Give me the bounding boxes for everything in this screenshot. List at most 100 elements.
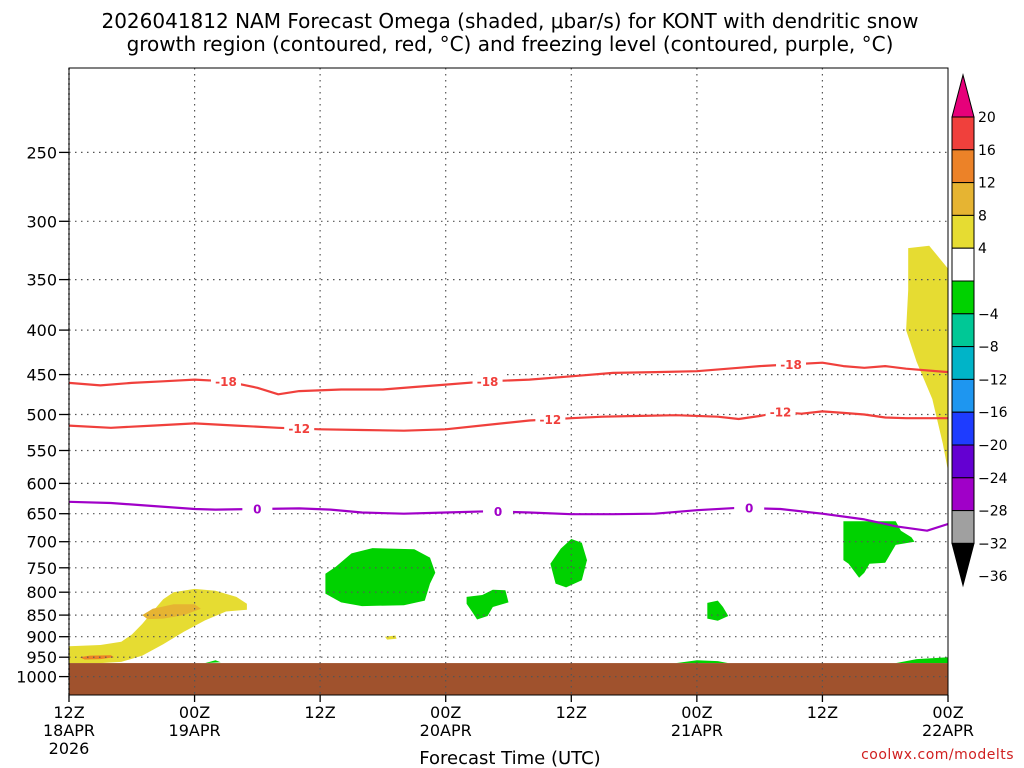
chart-title-line-2: growth region (contoured, red, °C) and f… [127,32,894,56]
omega-region [142,604,201,620]
y-tick-label: 300 [26,212,57,231]
y-tick-label: 550 [26,442,57,461]
x-tick-label: 22APR [922,721,974,740]
x-tick-label: 12Z [53,703,84,722]
y-tick-label: 250 [26,143,57,162]
y-tick-label: 500 [26,406,57,425]
omega-region [325,548,436,607]
contour-label-mask [734,500,765,517]
colorbar-label: −28 [978,504,1008,520]
contour-label-mask [765,404,796,421]
y-tick-label: 350 [26,271,57,290]
contour-line [68,361,949,396]
x-tick-label: 20APR [420,721,472,740]
contour-label-mask [472,373,503,390]
contour-label-mask [483,503,514,520]
x-tick-label: 00Z [681,703,712,722]
contour-line [68,410,948,432]
colorbar-top-arrow [951,73,975,118]
colorbar-label: −4 [978,307,999,323]
omega-region [205,660,221,664]
colorbar-label: −20 [978,438,1008,454]
contour-layer: -18 -18 -18 -12 -12 -12 0 0 0 [68,356,949,532]
colorbar-segment [951,510,975,544]
omega-region [675,660,729,664]
y-tick-label: 850 [26,606,57,625]
contour-label: -12 [540,413,562,427]
y-tick-label: 950 [26,648,57,667]
omega-region [906,245,948,471]
x-tick-label: 12Z [556,703,587,722]
omega-region [79,655,114,660]
contour-label: -12 [288,422,310,436]
contour-label-mask [284,420,315,437]
contour-label-mask [776,356,807,373]
contour-label-mask [242,500,273,517]
colorbar-bottom-arrow [951,542,975,588]
colorbar-segment [951,444,975,479]
y-tick-label: 400 [26,321,57,340]
contour-label: -18 [780,358,802,372]
contour-label-mask [210,373,241,390]
credit-text: coolwx.com/modelts [861,747,1014,763]
contour-label: -18 [215,375,237,389]
x-tick-label: 12Z [304,703,335,722]
y-tick-label: 900 [26,628,57,647]
colorbar-segment [951,247,975,282]
contour-label: 0 [253,502,261,516]
colorbar-label: −32 [978,536,1008,552]
x-tick-label: 19APR [169,721,221,740]
gridlines [68,68,948,695]
colorbar-label: 4 [978,241,987,257]
contour-label: -12 [770,406,792,420]
contour-label: 0 [494,505,502,519]
x-tick-label: 00Z [932,703,963,722]
contour-label: 0 [745,502,753,516]
x-tick-label: 21APR [671,721,723,740]
omega-region [550,539,587,588]
colorbar-segment [951,182,975,216]
colorbar-segment [951,149,975,184]
colorbar-label: 20 [978,110,996,126]
colorbar-segment [951,116,975,151]
colorbar-label: −12 [978,372,1008,388]
contour-label-mask [535,411,566,428]
colorbar-segment [951,378,975,413]
omega-region [466,589,509,620]
colorbar-label: −8 [978,340,999,356]
colorbar-label: 12 [978,176,996,192]
omega-region [843,521,915,578]
colorbar-segment [951,313,975,348]
omega-region [69,588,247,664]
x-tick-label: 12Z [807,703,838,722]
x-tick-label: 18APR [43,721,95,740]
colorbar-label: −16 [978,405,1008,421]
omega-region [895,657,948,664]
colorbar-label: −24 [978,471,1008,487]
y-tick-label: 450 [26,366,57,385]
plot-frame [68,67,949,696]
colorbar-segment [951,280,975,315]
colorbar-label: 16 [978,143,996,159]
x-tick-label: 00Z [179,703,210,722]
chart-title-line-1: 2026041812 NAM Forecast Omega (shaded, μ… [101,9,918,33]
colorbar-label: −36 [978,569,1008,585]
x-tick-label: 2026 [49,739,90,758]
y-tick-label: 700 [26,533,57,552]
colorbar-segment [951,214,975,249]
plot-area: -18 -18 -18 -12 -12 -12 0 0 0 [68,67,949,696]
x-axis-title: Forecast Time (UTC) [419,748,600,768]
omega-region [707,600,729,621]
y-tick-label: 800 [26,583,57,602]
y-tick-label: 750 [26,559,57,578]
colorbar-legend: 20 16 12 8 4 −4 −8 −12 −16 −20 −24 −28 −32 −36 [951,73,1008,588]
pressure-axis: 250 300 350 400 450 500 550 600 650 700 750 800 850 9… [16,143,69,687]
below-ground-region [69,663,948,695]
colorbar-segment [951,411,975,446]
omega-shading-layer [69,245,948,664]
y-tick-label: 1000 [16,668,57,687]
x-tick-label: 00Z [430,703,461,722]
y-tick-label: 650 [26,505,57,524]
